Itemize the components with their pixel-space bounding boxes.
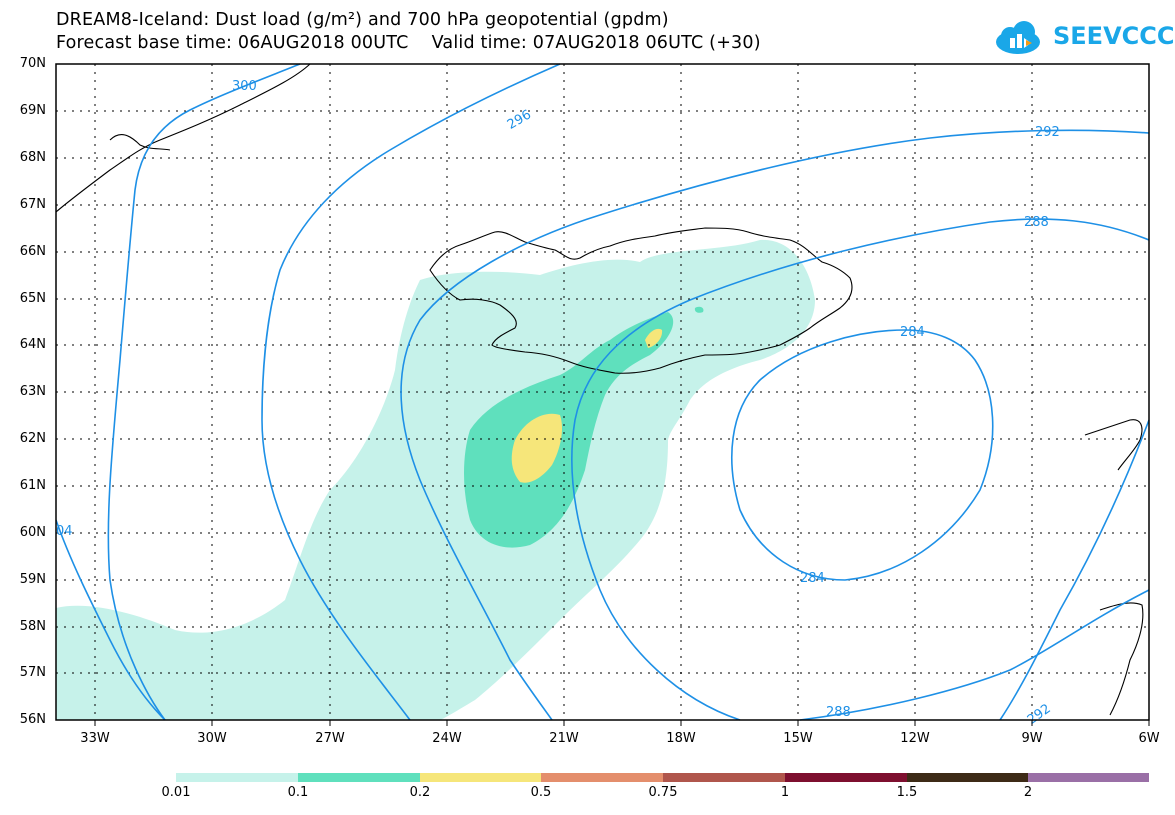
- axis-ticks: [94, 720, 1150, 726]
- colorbar: [176, 773, 1149, 782]
- colorbar-label: 0.01: [161, 785, 191, 800]
- contour-292-se: [999, 419, 1150, 721]
- contour-288: [571, 218, 1150, 721]
- lat-label: 60N: [19, 525, 46, 540]
- lat-label: 59N: [19, 572, 46, 587]
- colorbar-label: 1.5: [896, 785, 918, 800]
- lon-label: 15W: [783, 731, 813, 746]
- colorbar-label: 0.5: [530, 785, 552, 800]
- contour-label: 288: [1024, 215, 1049, 230]
- lat-label: 62N: [19, 431, 46, 446]
- lat-label: 56N: [19, 712, 46, 727]
- colorbar-bin: [907, 773, 1028, 782]
- map-subtitle: Forecast base time: 06AUG2018 00UTC Vali…: [56, 33, 761, 53]
- contour-label: 292: [1035, 125, 1060, 140]
- lon-label: 21W: [549, 731, 579, 746]
- logo-text: SEEVCCC: [1053, 22, 1175, 50]
- lat-label: 65N: [19, 291, 46, 306]
- map-title: DREAM8-Iceland: Dust load (g/m²) and 700…: [56, 10, 669, 30]
- colorbar-bin: [785, 773, 907, 782]
- colorbar-bin: [298, 773, 420, 782]
- lat-label: 70N: [19, 56, 46, 71]
- contour-300: [107, 63, 301, 721]
- lon-label: 12W: [900, 731, 930, 746]
- lon-label: 30W: [197, 731, 227, 746]
- lat-label: 61N: [19, 478, 46, 493]
- contour-292: [400, 129, 1150, 721]
- dust-field-high: [511, 328, 663, 483]
- iceland-coast: [429, 227, 853, 374]
- contour-label: 284: [800, 571, 825, 586]
- contour-label: 300: [232, 79, 257, 94]
- colorbar-label: 0.75: [648, 785, 678, 800]
- lon-label: 18W: [666, 731, 696, 746]
- colorbar-label: 0.1: [287, 785, 309, 800]
- lat-label: 64N: [19, 337, 46, 352]
- lat-label: 69N: [19, 103, 46, 118]
- lon-label: 6W: [1138, 731, 1160, 746]
- map-gridlines: [56, 64, 1149, 720]
- map-frame: [55, 63, 1150, 721]
- contour-296: [261, 63, 561, 721]
- contour-label: 04: [56, 524, 73, 539]
- colorbar-bin: [1028, 773, 1149, 782]
- colorbar-bin: [420, 773, 541, 782]
- lon-label: 24W: [432, 731, 462, 746]
- geopotential-contours: [55, 63, 1150, 721]
- lat-label: 67N: [19, 197, 46, 212]
- lon-label: 9W: [1021, 731, 1043, 746]
- contour-label: 292: [1025, 701, 1054, 728]
- colorbar-label: 0.2: [409, 785, 431, 800]
- contour-304: [55, 519, 166, 721]
- lon-label: 33W: [80, 731, 110, 746]
- dust-field-medium: [464, 306, 704, 548]
- lat-label: 68N: [19, 150, 46, 165]
- colorbar-bin: [663, 773, 785, 782]
- contour-288-s: [799, 589, 1150, 721]
- contour-284: [731, 329, 994, 581]
- lat-label: 57N: [19, 665, 46, 680]
- contour-label: 284: [900, 325, 925, 340]
- cloud-icon: [996, 21, 1040, 54]
- lat-label: 66N: [19, 244, 46, 259]
- colorbar-label: 2: [1023, 785, 1033, 800]
- lon-label: 27W: [315, 731, 345, 746]
- lat-label: 63N: [19, 384, 46, 399]
- colorbar-bin: [541, 773, 663, 782]
- colorbar-label: 1: [780, 785, 790, 800]
- lat-label: 58N: [19, 619, 46, 634]
- contour-label: 288: [826, 705, 851, 720]
- colorbar-bin: [176, 773, 298, 782]
